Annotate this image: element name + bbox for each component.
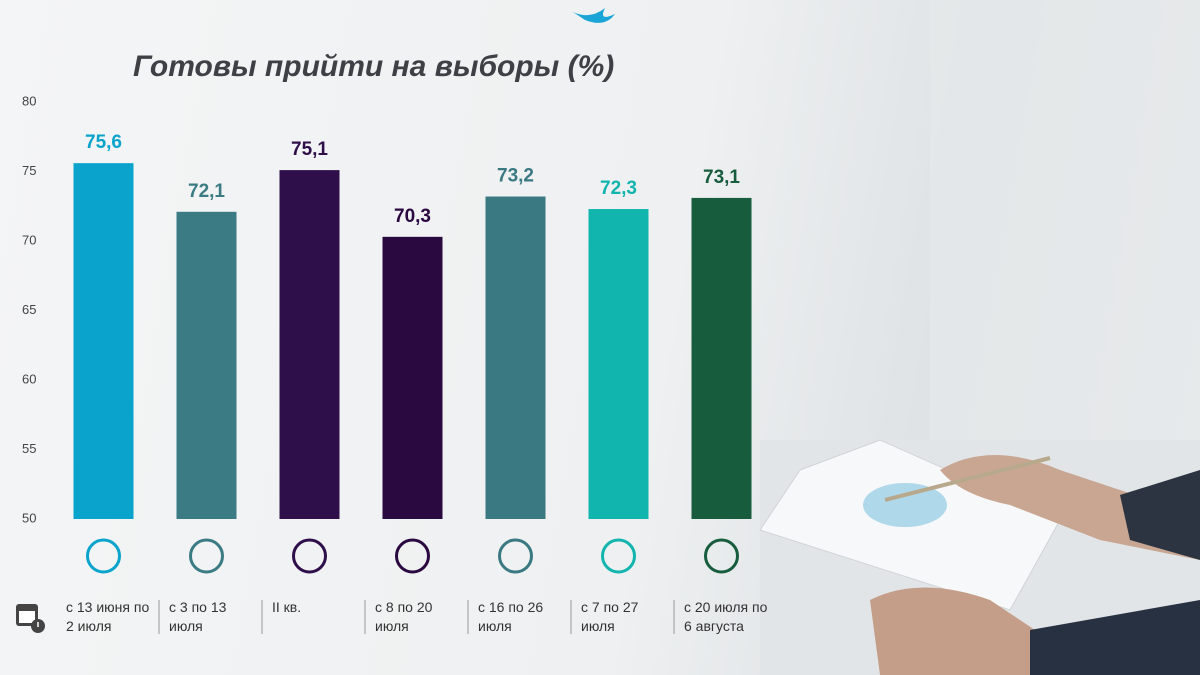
bar [176, 211, 237, 519]
source-logo [395, 538, 430, 574]
bar [382, 236, 443, 519]
window [930, 0, 1200, 440]
value-label: 70,3 [394, 206, 431, 227]
y-tick-label: 50 [22, 510, 36, 525]
value-label: 73,1 [703, 167, 740, 188]
source-logo [498, 538, 533, 574]
x-tick-label: с 13 июня по 2 июля [66, 599, 150, 634]
calendar-icon [16, 604, 45, 633]
sleeve [1120, 470, 1200, 560]
paper-chart [863, 483, 947, 527]
x-tick-label: с 8 по 20 июля [375, 599, 433, 634]
x-tick-label: с 16 по 26 июля [478, 599, 544, 634]
value-label: 75,6 [85, 132, 122, 153]
y-tick-label: 80 [22, 93, 36, 108]
x-tick-label: с 3 по 13 июля [169, 599, 227, 634]
bar [279, 170, 340, 520]
source-logo [292, 538, 327, 574]
value-label: 72,3 [600, 178, 637, 199]
x-tick-label: II кв. [272, 599, 302, 615]
value-label: 73,2 [497, 166, 534, 187]
bar [588, 209, 649, 519]
value-label: 75,1 [291, 139, 328, 160]
bar [485, 196, 546, 519]
x-tick-label: с 7 по 27 июля [581, 599, 639, 634]
pen [884, 456, 1051, 502]
sleeve [1030, 600, 1200, 675]
bar [73, 163, 134, 519]
chart-title: Готовы прийти на выборы (%) [133, 50, 614, 83]
logo [573, 8, 615, 23]
y-tick-label: 60 [22, 371, 36, 386]
source-logo [189, 538, 224, 574]
x-tick-label: с 20 июля по 6 августа [684, 599, 768, 634]
y-tick-label: 75 [22, 163, 36, 178]
y-tick-label: 70 [22, 232, 36, 247]
bar [691, 197, 752, 519]
y-tick-label: 55 [22, 441, 36, 456]
source-logo [601, 538, 636, 574]
hand [870, 587, 1050, 675]
value-label: 72,1 [188, 181, 225, 202]
source-logo [86, 538, 121, 574]
y-tick-label: 65 [22, 302, 36, 317]
source-logo [704, 538, 739, 574]
